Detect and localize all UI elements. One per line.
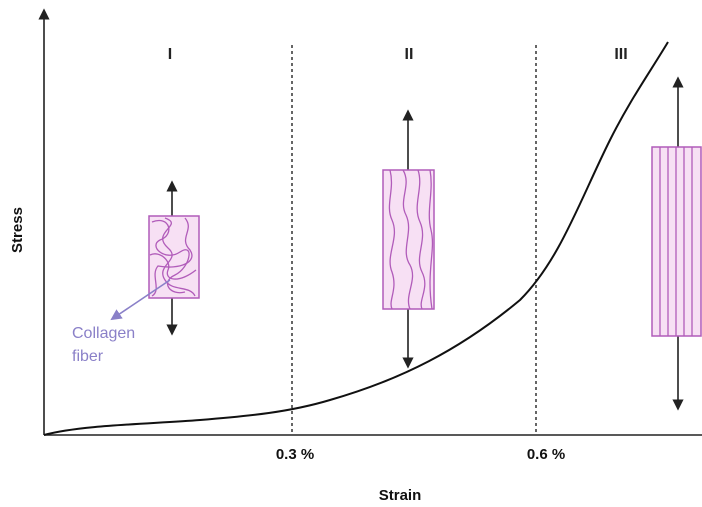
fiber-box-aligned: [651, 76, 702, 411]
strain-mark: 0.6 %: [527, 446, 565, 463]
stress-strain-curve: [43, 41, 669, 436]
annotation-arrow: [110, 279, 171, 321]
fiber-box-relaxed: [148, 180, 200, 336]
annotation: fiber: [72, 348, 104, 365]
x-axis-label: Strain: [379, 487, 422, 504]
region-label: II: [405, 46, 414, 63]
fiber-box-straightening: [382, 109, 435, 369]
y-axis-label: Stress: [9, 207, 26, 253]
annotation: Collagen: [72, 325, 135, 342]
region-label: I: [168, 46, 172, 63]
region-label: III: [614, 46, 627, 63]
strain-mark: 0.3 %: [276, 446, 314, 463]
